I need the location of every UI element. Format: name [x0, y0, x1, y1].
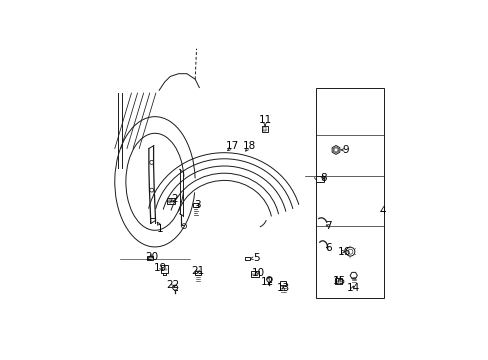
FancyBboxPatch shape [168, 199, 171, 203]
FancyBboxPatch shape [195, 271, 200, 275]
Text: 21: 21 [191, 266, 204, 276]
Text: 22: 22 [166, 280, 179, 291]
Text: 10: 10 [251, 268, 264, 278]
Text: 14: 14 [346, 283, 359, 293]
FancyBboxPatch shape [315, 176, 323, 182]
Bar [315, 87, 383, 298]
Text: 17: 17 [225, 141, 238, 151]
FancyBboxPatch shape [251, 271, 258, 278]
Text: 20: 20 [145, 252, 158, 262]
Text: 4: 4 [378, 206, 385, 216]
FancyBboxPatch shape [193, 203, 198, 207]
Text: 8: 8 [319, 173, 326, 183]
FancyBboxPatch shape [147, 256, 153, 260]
FancyBboxPatch shape [280, 281, 286, 285]
Text: 19: 19 [153, 263, 166, 273]
Text: 3: 3 [194, 201, 201, 210]
Text: 13: 13 [276, 283, 289, 293]
Text: 9: 9 [342, 145, 348, 155]
Text: 2: 2 [171, 194, 177, 204]
Text: 7: 7 [324, 221, 331, 231]
FancyBboxPatch shape [167, 198, 175, 204]
Text: 12: 12 [260, 277, 273, 287]
Text: 11: 11 [258, 115, 271, 125]
Text: 15: 15 [332, 276, 345, 286]
Text: 6: 6 [324, 243, 331, 253]
Text: 18: 18 [242, 141, 255, 151]
FancyBboxPatch shape [334, 278, 342, 284]
FancyBboxPatch shape [160, 265, 168, 273]
FancyBboxPatch shape [262, 127, 265, 131]
Text: 5: 5 [252, 253, 259, 263]
Text: 16: 16 [337, 247, 350, 257]
FancyBboxPatch shape [244, 257, 249, 260]
Text: 1: 1 [157, 224, 163, 234]
FancyBboxPatch shape [261, 126, 268, 132]
